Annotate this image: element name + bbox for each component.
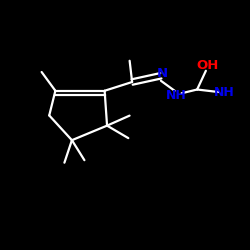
Text: N: N xyxy=(156,67,168,80)
Text: NH: NH xyxy=(166,89,186,102)
Text: NH: NH xyxy=(214,86,235,98)
Text: OH: OH xyxy=(196,59,218,72)
